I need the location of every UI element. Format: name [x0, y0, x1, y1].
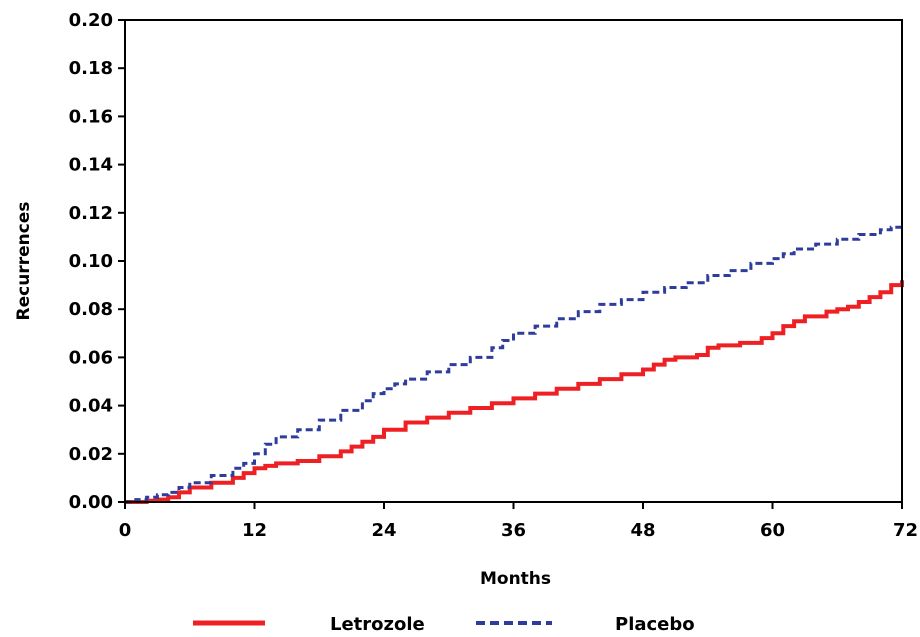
y-tick-label: 0.10 [69, 251, 113, 272]
x-tick-label: 48 [630, 520, 655, 541]
y-tick-label: 0.20 [69, 10, 113, 31]
y-tick-label: 0.12 [69, 203, 113, 224]
x-axis: 0 12 24 36 48 60 72 [119, 502, 918, 541]
y-tick-label: 0.14 [69, 155, 113, 176]
y-tick-label: 0.06 [69, 347, 113, 368]
x-tick-label: 60 [760, 520, 785, 541]
y-axis: 0.00 0.02 0.04 0.06 0.08 0.10 0.12 0.14 0.16 0.18… [69, 10, 125, 513]
series-layer [125, 225, 904, 504]
x-tick-label: 0 [119, 520, 132, 541]
legend-label-placebo: Placebo [615, 614, 695, 635]
y-tick-label: 0.08 [69, 299, 113, 320]
legend: Letrozole Placebo [193, 614, 695, 635]
y-tick-label: 0.02 [69, 444, 113, 465]
y-tick-label: 0.18 [69, 58, 113, 79]
legend-label-letrozole: Letrozole [330, 614, 425, 635]
x-axis-title: Months [480, 569, 551, 589]
y-tick-label: 0.04 [69, 396, 113, 417]
x-tick-label: 12 [242, 520, 267, 541]
x-tick-label: 72 [893, 520, 918, 541]
series-line-placebo [125, 225, 902, 504]
y-tick-label: 0.00 [69, 492, 113, 513]
y-axis-title: Recurrences [14, 202, 34, 321]
y-tick-label: 0.16 [69, 106, 113, 127]
x-tick-label: 36 [501, 520, 526, 541]
x-tick-label: 24 [371, 520, 396, 541]
series-line-letrozole [125, 280, 904, 504]
